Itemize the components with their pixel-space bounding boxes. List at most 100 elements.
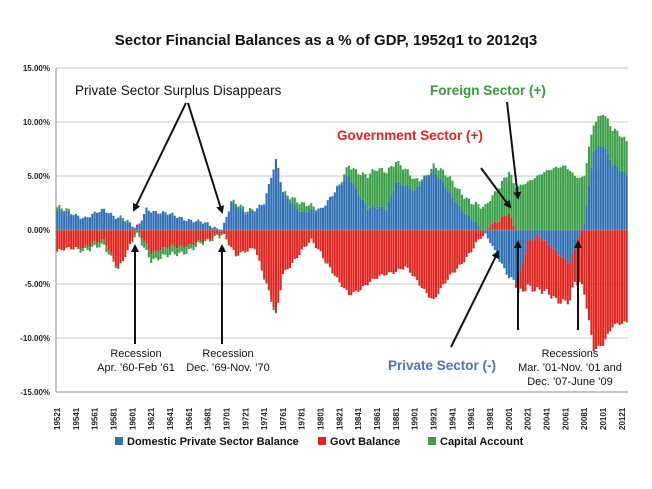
bar-1: [310, 230, 313, 239]
bar-1: [373, 230, 376, 279]
bar-0: [336, 186, 339, 230]
bar-2: [411, 178, 414, 192]
bar-0: [176, 217, 179, 230]
bar-1: [74, 230, 77, 247]
bar-0: [545, 230, 548, 241]
bar-0: [173, 215, 176, 230]
bar-2: [274, 312, 277, 314]
bar-1: [444, 230, 447, 284]
bar-2: [168, 246, 172, 255]
bar-0: [625, 175, 628, 230]
bar-0: [72, 215, 75, 230]
bar-1: [112, 230, 115, 260]
bar-1: [121, 230, 124, 262]
bar-2: [571, 172, 574, 230]
bar-0: [387, 201, 390, 230]
bar-2: [354, 169, 358, 189]
bar-1: [503, 215, 506, 230]
bar-2: [263, 278, 266, 280]
bar-0: [402, 186, 405, 230]
bar-1: [303, 230, 306, 247]
bar-2: [331, 273, 334, 274]
bar-0: [434, 174, 438, 230]
bar-0: [590, 167, 593, 230]
bar-0: [380, 206, 383, 230]
bar-2: [618, 136, 621, 171]
bar-0: [324, 205, 327, 230]
bar-1: [239, 230, 242, 253]
bar-0: [444, 187, 447, 230]
bar-2: [467, 198, 470, 216]
bar-2: [493, 191, 496, 222]
bar-1: [437, 230, 440, 295]
bar-2: [300, 201, 303, 212]
bar-2: [505, 177, 508, 217]
bar-1: [65, 230, 68, 248]
bar-0: [67, 210, 70, 230]
bar-1: [77, 230, 80, 248]
bar-0: [512, 230, 515, 280]
bar-2: [503, 177, 506, 216]
bar-0: [599, 146, 602, 230]
bar-2: [536, 175, 539, 230]
bar-0: [547, 230, 551, 245]
bar-0: [562, 230, 565, 257]
bar-0: [303, 211, 306, 230]
bar-0: [503, 230, 506, 269]
bar-2: [479, 208, 482, 230]
bar-1: [237, 230, 240, 256]
bar-0: [531, 230, 534, 241]
x-tick-label: 19641: [166, 407, 175, 430]
bar-0: [138, 223, 141, 230]
bar-1: [187, 230, 190, 245]
bar-2: [609, 126, 612, 160]
bar-0: [613, 164, 616, 230]
x-tick-label: 19981: [486, 407, 495, 430]
bar-1: [211, 230, 214, 239]
bar-2: [402, 169, 405, 187]
bar-2: [145, 243, 148, 251]
bar-1: [416, 230, 419, 281]
bar-2: [526, 181, 529, 230]
bar-1: [300, 230, 303, 250]
annotation-government: Government Sector (+): [337, 128, 483, 143]
bar-2: [60, 208, 63, 212]
bar-0: [331, 196, 334, 230]
bar-0: [192, 222, 195, 230]
bar-2: [515, 187, 518, 230]
bar-1: [281, 230, 285, 275]
bar-1: [387, 230, 390, 273]
bar-1: [562, 256, 565, 300]
bar-1: [168, 230, 172, 247]
bar-2: [529, 180, 532, 230]
bar-1: [336, 230, 339, 278]
bar-1: [145, 230, 148, 244]
y-tick-label: -10.00%: [20, 334, 50, 343]
bar-1: [590, 230, 593, 335]
bar-0: [364, 204, 367, 230]
bar-1: [305, 230, 308, 247]
bar-0: [93, 211, 96, 230]
bar-2: [430, 168, 433, 173]
bar-0: [136, 227, 139, 230]
bar-2: [587, 146, 591, 186]
bar-2: [234, 204, 237, 206]
bar-0: [489, 230, 492, 244]
bar-0: [103, 208, 106, 230]
bar-0: [168, 213, 172, 230]
bar-0: [340, 184, 343, 230]
bar-2: [305, 206, 308, 213]
bar-0: [157, 213, 160, 230]
bar-1: [230, 230, 233, 248]
bar-1: [204, 230, 207, 240]
x-tick-label: 20041: [543, 407, 552, 430]
bar-0: [230, 202, 233, 230]
bar-0: [460, 210, 463, 230]
bar-2: [350, 169, 353, 182]
bar-1: [84, 230, 87, 246]
bar-2: [425, 174, 428, 176]
bar-0: [559, 230, 562, 258]
bar-1: [522, 263, 525, 292]
bar-0: [500, 230, 503, 264]
bar-0: [538, 230, 541, 237]
